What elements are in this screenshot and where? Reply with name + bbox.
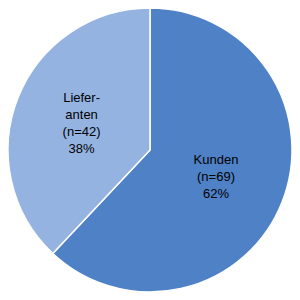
- svg-text:Liefer-anten(n=42)38%: Liefer-anten(n=42)38%: [63, 90, 101, 156]
- svg-text:Kunden(n=69)62%: Kunden(n=69)62%: [194, 152, 239, 201]
